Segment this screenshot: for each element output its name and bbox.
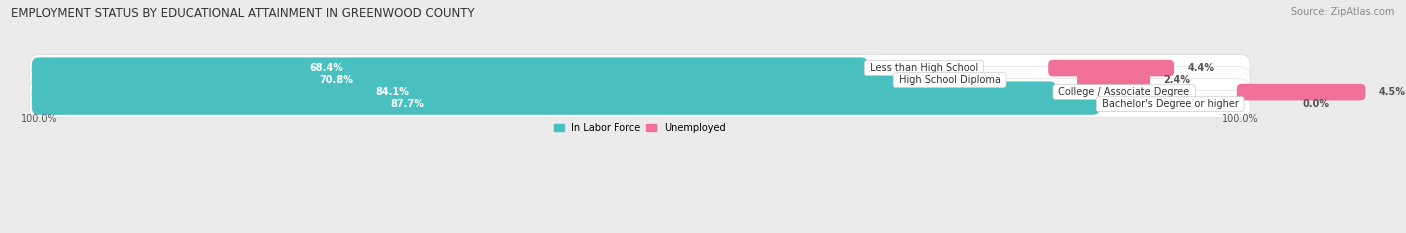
FancyBboxPatch shape	[1049, 60, 1174, 76]
Text: 4.4%: 4.4%	[1187, 63, 1215, 73]
FancyBboxPatch shape	[32, 57, 868, 79]
Text: 100.0%: 100.0%	[21, 114, 58, 124]
FancyBboxPatch shape	[32, 69, 897, 91]
Text: 2.4%: 2.4%	[1163, 75, 1191, 85]
Text: 0.0%: 0.0%	[1303, 99, 1330, 109]
Text: 4.5%: 4.5%	[1379, 87, 1406, 97]
FancyBboxPatch shape	[32, 93, 1099, 115]
FancyBboxPatch shape	[1237, 84, 1365, 100]
Text: 100.0%: 100.0%	[1222, 114, 1258, 124]
FancyBboxPatch shape	[30, 79, 1250, 106]
Text: Source: ZipAtlas.com: Source: ZipAtlas.com	[1291, 7, 1395, 17]
FancyBboxPatch shape	[32, 81, 1057, 103]
FancyBboxPatch shape	[30, 91, 1250, 117]
Text: High School Diploma: High School Diploma	[896, 75, 1004, 85]
FancyBboxPatch shape	[1077, 72, 1150, 88]
Text: Bachelor's Degree or higher: Bachelor's Degree or higher	[1098, 99, 1241, 109]
Text: 70.8%: 70.8%	[319, 75, 354, 85]
Text: College / Associate Degree: College / Associate Degree	[1056, 87, 1192, 97]
Text: 87.7%: 87.7%	[391, 99, 425, 109]
Text: 68.4%: 68.4%	[309, 63, 343, 73]
FancyBboxPatch shape	[30, 55, 1250, 81]
Text: EMPLOYMENT STATUS BY EDUCATIONAL ATTAINMENT IN GREENWOOD COUNTY: EMPLOYMENT STATUS BY EDUCATIONAL ATTAINM…	[11, 7, 475, 20]
Text: Less than High School: Less than High School	[866, 63, 981, 73]
FancyBboxPatch shape	[30, 67, 1250, 93]
Legend: In Labor Force, Unemployed: In Labor Force, Unemployed	[550, 119, 730, 137]
Text: 84.1%: 84.1%	[375, 87, 409, 97]
